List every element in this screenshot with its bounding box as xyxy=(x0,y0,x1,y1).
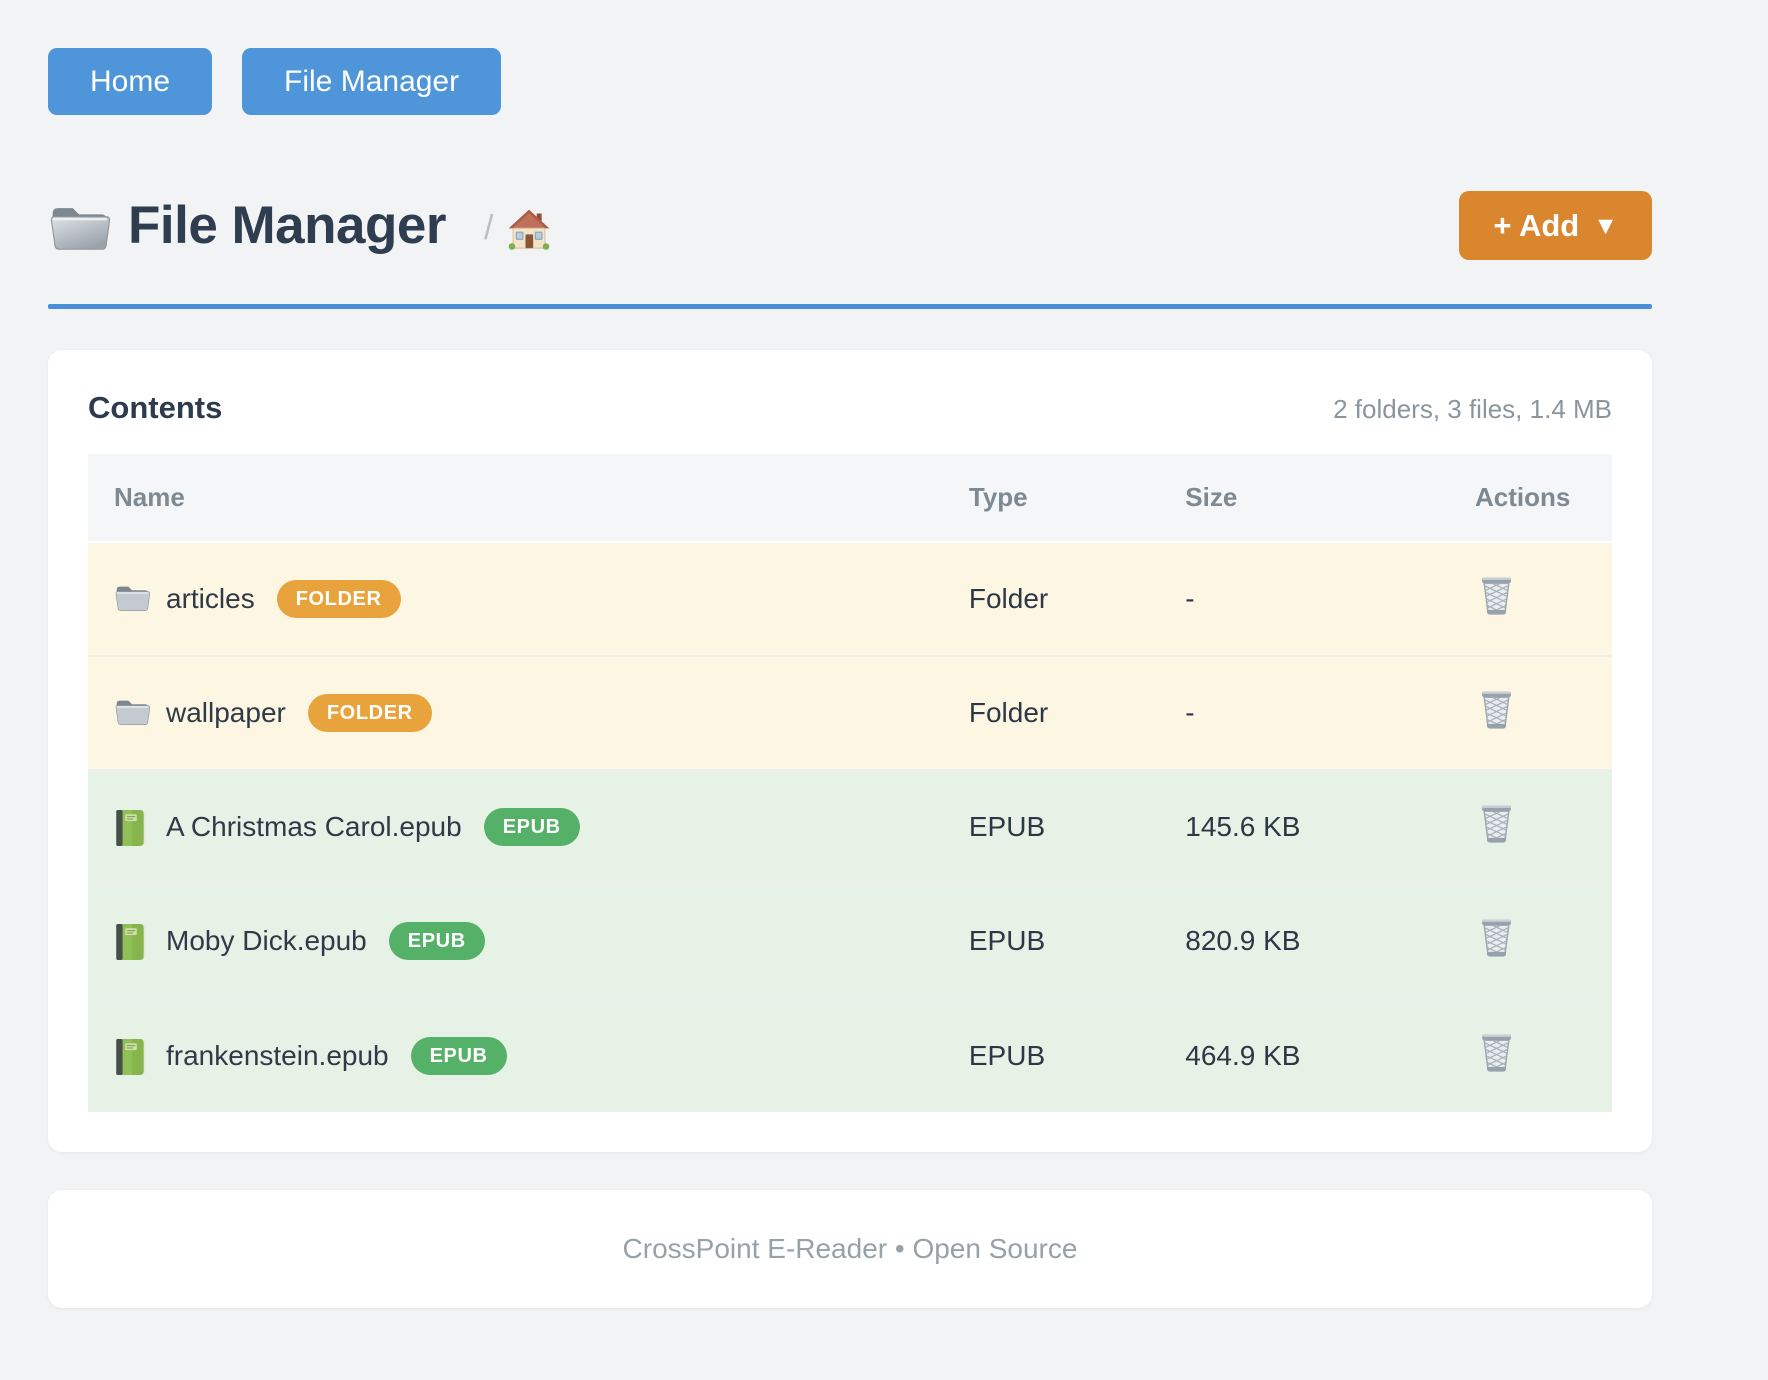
add-button-label: + Add xyxy=(1493,208,1580,243)
contents-summary: 2 folders, 3 files, 1.4 MB xyxy=(1333,394,1612,424)
page-container: Home File Manager File Manager / xyxy=(48,0,1652,1308)
type-badge: EPUB xyxy=(410,1036,507,1075)
top-nav: Home File Manager xyxy=(48,48,1652,115)
footer-text: CrossPoint E-Reader • Open Source xyxy=(622,1233,1078,1264)
table-header-row: Name Type Size Actions xyxy=(88,454,1612,542)
delete-button[interactable] xyxy=(1479,917,1514,958)
contents-card: Contents 2 folders, 3 files, 1.4 MB Name… xyxy=(48,350,1652,1152)
file-name[interactable]: articles xyxy=(166,583,255,614)
file-size: - xyxy=(1185,697,1195,728)
nav-file-manager-button[interactable]: File Manager xyxy=(242,48,502,115)
trash-icon xyxy=(1479,689,1514,730)
column-header-actions: Actions xyxy=(1455,454,1612,542)
file-table: Name Type Size Actions articles xyxy=(88,454,1612,1112)
file-type: EPUB xyxy=(968,925,1046,956)
page-title: File Manager xyxy=(128,196,446,255)
type-badge: FOLDER xyxy=(307,694,432,732)
file-table-body: articles FOLDER Folder - xyxy=(88,542,1612,1112)
header-divider xyxy=(48,304,1652,309)
contents-card-header: Contents 2 folders, 3 files, 1.4 MB xyxy=(88,390,1612,426)
page-header: File Manager / + Add ▼ xyxy=(48,191,1652,260)
table-row[interactable]: Moby Dick.epub EPUB EPUB 820.9 KB xyxy=(88,884,1612,998)
breadcrumb-separator: / xyxy=(483,209,494,247)
delete-button[interactable] xyxy=(1479,575,1514,616)
trash-icon xyxy=(1479,1032,1514,1073)
type-badge: EPUB xyxy=(388,922,485,960)
table-row[interactable]: frankenstein.epub EPUB EPUB 464.9 KB xyxy=(88,998,1612,1112)
column-header-size: Size xyxy=(1185,454,1456,542)
table-row[interactable]: wallpaper FOLDER Folder - xyxy=(88,656,1612,770)
footer: CrossPoint E-Reader • Open Source xyxy=(48,1190,1652,1308)
folder-icon xyxy=(114,581,151,617)
column-header-name: Name xyxy=(88,454,969,542)
file-name[interactable]: A Christmas Carol.epub xyxy=(166,811,462,842)
column-header-type: Type xyxy=(968,454,1186,542)
file-type: Folder xyxy=(968,583,1049,614)
add-button[interactable]: + Add ▼ xyxy=(1459,191,1652,260)
file-size: 464.9 KB xyxy=(1185,1039,1301,1071)
caret-down-icon: ▼ xyxy=(1593,212,1618,240)
contents-heading: Contents xyxy=(88,390,223,425)
delete-button[interactable] xyxy=(1479,689,1514,730)
trash-icon xyxy=(1479,575,1514,616)
table-row[interactable]: A Christmas Carol.epub EPUB EPUB 145.6 K… xyxy=(88,770,1612,884)
file-name[interactable]: frankenstein.epub xyxy=(166,1039,389,1071)
folder-icon xyxy=(114,695,151,731)
title-group: File Manager / xyxy=(48,195,551,256)
nav-home-button[interactable]: Home xyxy=(48,48,213,115)
type-badge: FOLDER xyxy=(276,580,401,618)
table-row[interactable]: articles FOLDER Folder - xyxy=(88,542,1612,656)
trash-icon xyxy=(1479,803,1514,844)
file-name[interactable]: Moby Dick.epub xyxy=(166,925,367,956)
file-type: EPUB xyxy=(968,1039,1046,1071)
file-type: Folder xyxy=(968,697,1049,728)
book-icon xyxy=(114,1038,150,1075)
type-badge: EPUB xyxy=(483,808,580,846)
delete-button[interactable] xyxy=(1479,803,1514,844)
book-icon xyxy=(114,923,150,960)
file-size: 145.6 KB xyxy=(1185,811,1301,842)
home-icon[interactable] xyxy=(507,208,551,252)
trash-icon xyxy=(1479,917,1514,958)
file-type: EPUB xyxy=(968,811,1046,842)
delete-button[interactable] xyxy=(1479,1032,1514,1073)
book-icon xyxy=(114,809,150,846)
folder-icon xyxy=(48,199,111,253)
file-name[interactable]: wallpaper xyxy=(166,697,286,728)
file-size: - xyxy=(1185,583,1195,614)
file-size: 820.9 KB xyxy=(1185,925,1301,956)
